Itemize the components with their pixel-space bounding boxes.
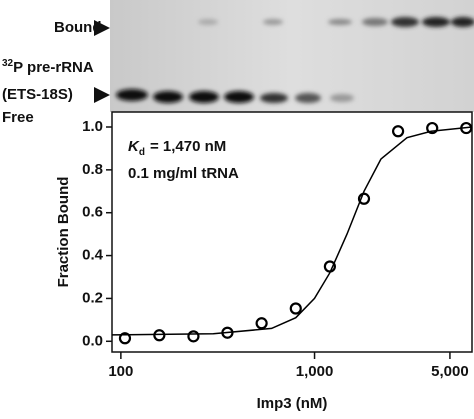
data-point (357, 192, 371, 205)
probe-text: P pre-rRNA (13, 59, 94, 76)
y-tick-label: 1.0 (82, 118, 103, 135)
fit-curve (111, 126, 473, 336)
x-tick-label: 1,000 (296, 363, 334, 380)
gel-label-probe-name: (ETS-18S) (2, 86, 73, 103)
k-subscript: d (139, 147, 145, 158)
y-tick-label: 0.2 (82, 289, 103, 306)
data-point (153, 329, 166, 342)
y-axis-label: Fraction Bound (55, 177, 72, 288)
gel-label-bound: Bound (54, 19, 101, 36)
x-axis-label: Imp3 (nM) (257, 395, 328, 412)
k-symbol: K (128, 138, 140, 155)
y-tick-label: 0.4 (82, 247, 104, 264)
data-point (255, 317, 268, 330)
arrowhead (94, 20, 110, 36)
y-tick-label: 0.8 (82, 161, 103, 178)
data-point (187, 330, 200, 343)
x-tick-label: 5,000 (431, 363, 469, 380)
data-point (289, 302, 302, 315)
data-point (426, 121, 439, 135)
kd-value: = 1,470 nM (150, 138, 226, 155)
gel-image (110, 0, 474, 112)
data-point (118, 332, 132, 345)
annotation-trna: 0.1 mg/ml tRNA (128, 165, 239, 182)
x-tick-label: 100 (108, 363, 133, 380)
gel-label-free: Free (2, 109, 34, 126)
arrowhead (94, 87, 110, 103)
y-tick-label: 0.0 (82, 332, 103, 349)
data-point (391, 125, 405, 138)
annotation-kd: Kd = 1,470 nM (128, 138, 226, 158)
gel-label-probe: 32P pre-rRNA (2, 58, 94, 76)
isotope-superscript: 32 (2, 58, 14, 69)
y-tick-label: 0.6 (82, 204, 103, 221)
